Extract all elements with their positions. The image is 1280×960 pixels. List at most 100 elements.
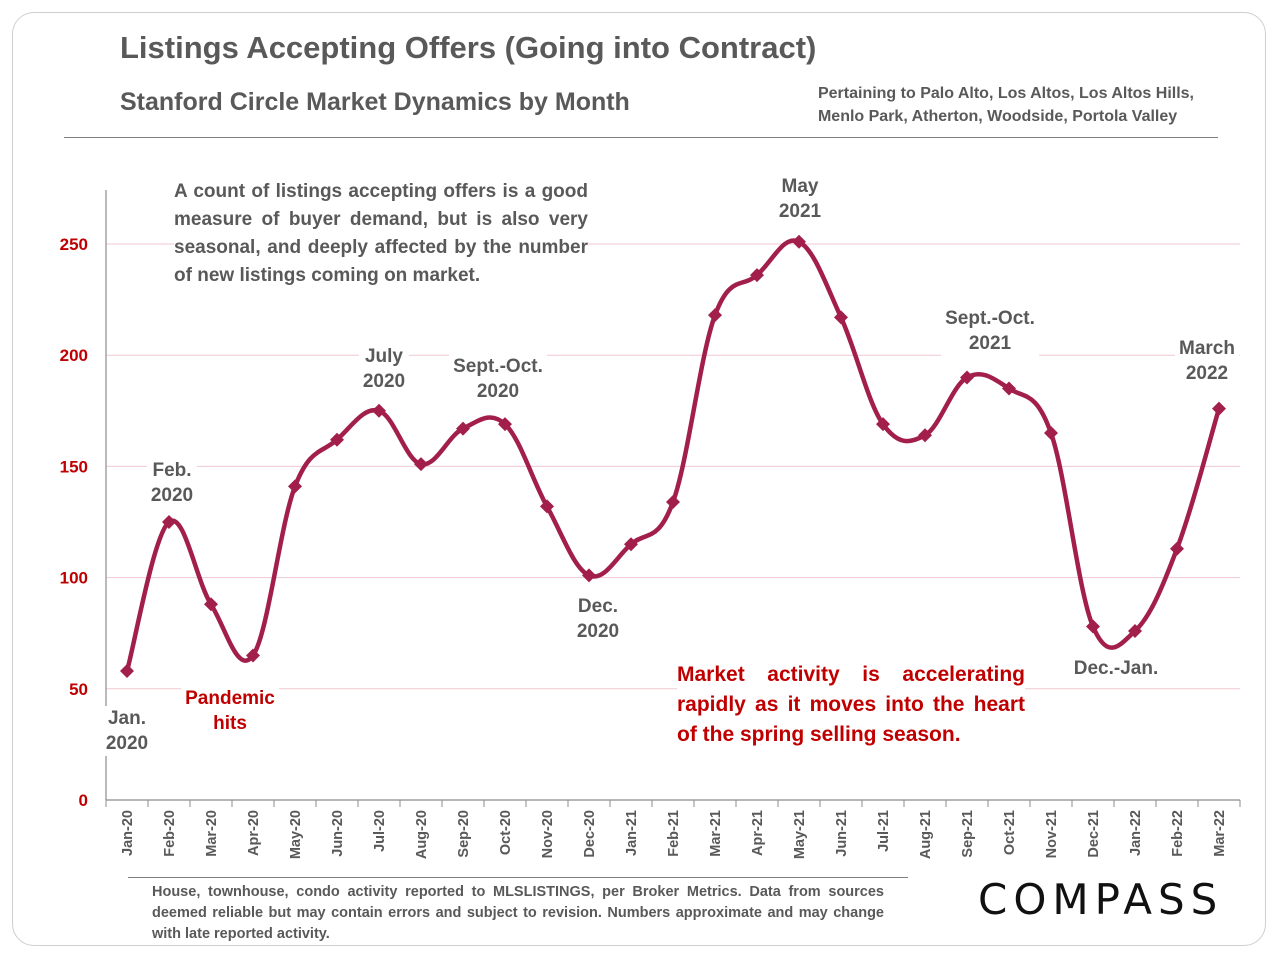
chart-title: Listings Accepting Offers (Going into Co… xyxy=(120,30,817,65)
data-point-Mar-22 xyxy=(1212,401,1226,416)
data-point-Oct-21 xyxy=(1002,381,1016,396)
data-point-Aug-20 xyxy=(414,457,428,472)
compass-logo: COMPASS xyxy=(978,875,1224,924)
data-point-Mar-21 xyxy=(708,308,722,323)
header-divider xyxy=(64,137,1218,138)
data-point-Jul-21 xyxy=(876,417,890,432)
annotation-line-2: 2020 xyxy=(476,381,520,402)
annotation-line-2: 2021 xyxy=(778,201,822,222)
x-tick-label: Feb-22 xyxy=(1170,810,1186,857)
annotation-line-1: March xyxy=(1179,338,1235,359)
x-tick-label: Aug-21 xyxy=(918,810,934,859)
annotation-line-2: 2020 xyxy=(362,371,406,392)
data-point-Sep-20 xyxy=(456,421,470,436)
x-tick-label: Sep-21 xyxy=(960,810,976,858)
market-activity-note: Market activity is accelerating rapidly … xyxy=(677,660,1025,750)
data-point-Feb-20 xyxy=(162,515,176,529)
annotation-label: Dec. 2020 xyxy=(572,594,624,644)
x-tick-label: Aug-20 xyxy=(414,810,430,859)
annotation-line-2: hits xyxy=(213,713,247,734)
data-point-Jan-20 xyxy=(120,664,134,679)
annotation-line-2: 2022 xyxy=(1185,363,1229,384)
data-point-Apr-20 xyxy=(246,648,260,663)
y-tick-label: 250 xyxy=(60,235,88,254)
x-tick-label: Apr-20 xyxy=(246,810,262,856)
x-tick-label: Sep-20 xyxy=(456,810,472,858)
region-line-2: Menlo Park, Atherton, Woodside, Portola … xyxy=(817,108,1178,125)
x-tick-label: Apr-21 xyxy=(750,810,766,856)
data-point-Jun-21 xyxy=(834,310,848,325)
annotation-line-1: July xyxy=(364,346,404,367)
annotation-label: Sept.-Oct. 2021 xyxy=(941,306,1039,356)
annotation-label: Dec.-Jan. xyxy=(1069,656,1163,681)
data-point-May-21 xyxy=(792,234,806,249)
annotation-line-1: Sept.-Oct. xyxy=(945,308,1035,329)
x-tick-label: Oct-20 xyxy=(498,810,514,855)
data-point-Aug-21 xyxy=(918,428,932,443)
x-tick-label: Jan-22 xyxy=(1128,810,1144,856)
annotation-line-2: 2020 xyxy=(105,733,149,754)
annotation-line-1: May xyxy=(781,176,819,197)
x-tick-label: Mar-20 xyxy=(204,810,220,857)
series-line xyxy=(124,238,1222,672)
y-tick-label: 50 xyxy=(69,680,88,699)
annotation-label: May 2021 xyxy=(774,174,826,224)
footer-divider xyxy=(128,877,908,878)
chart-frame xyxy=(12,12,1266,946)
annotation-label: Feb. 2020 xyxy=(146,458,198,508)
x-tick-label: Oct-21 xyxy=(1002,810,1018,855)
x-tick-label: May-20 xyxy=(288,810,304,859)
x-tick-label: Jul-21 xyxy=(876,810,892,852)
source-footnote: House, townhouse, condo activity reporte… xyxy=(152,884,884,942)
x-tick-label: Jun-20 xyxy=(330,810,346,857)
x-tick-label: Jan-21 xyxy=(624,810,640,856)
annotation-label: Sept.-Oct. 2020 xyxy=(449,354,547,404)
data-point-Jan-21 xyxy=(624,537,638,552)
x-tick-label: Feb-21 xyxy=(666,810,682,857)
y-tick-label: 0 xyxy=(79,791,88,810)
x-tick-label: Dec-21 xyxy=(1086,810,1102,858)
x-tick-label: Jul-20 xyxy=(372,810,388,852)
annotation-line-1: Pandemic xyxy=(185,688,275,709)
x-tick-label: Dec-20 xyxy=(582,810,598,858)
data-point-Feb-21 xyxy=(666,494,680,509)
data-point-Dec-21 xyxy=(1086,619,1100,634)
y-tick-label: 200 xyxy=(60,346,88,365)
x-tick-label: May-21 xyxy=(792,810,808,859)
data-point-May-20 xyxy=(288,479,302,494)
data-point-Nov-20 xyxy=(540,499,554,514)
annotation-line-2: 2021 xyxy=(968,333,1012,354)
data-point-Dec-20 xyxy=(582,568,596,583)
x-tick-label: Mar-22 xyxy=(1212,810,1228,857)
annotation-line-1: Dec.-Jan. xyxy=(1073,658,1159,679)
x-tick-label: Jan-20 xyxy=(120,810,136,856)
annotation-line-2: 2020 xyxy=(576,621,620,642)
annotation-line-2: 2020 xyxy=(150,485,194,506)
x-tick-label: Nov-20 xyxy=(540,810,556,858)
chart-subtitle: Stanford Circle Market Dynamics by Month xyxy=(120,88,630,116)
data-point-Sep-21 xyxy=(960,370,974,385)
y-tick-label: 150 xyxy=(60,457,88,476)
annotation-line-1: Dec. xyxy=(577,596,619,617)
data-point-Jul-20 xyxy=(372,403,386,418)
region-line-1: Pertaining to Palo Alto, Los Altos, Los … xyxy=(817,85,1194,102)
annotation-line-1: Feb. xyxy=(152,460,192,481)
data-point-Nov-21 xyxy=(1044,426,1058,441)
annotation-label: Jan. 2020 xyxy=(101,706,153,756)
data-point-Jan-22 xyxy=(1128,623,1142,638)
data-point-Jun-20 xyxy=(330,432,344,447)
x-tick-label: Nov-21 xyxy=(1044,810,1060,858)
annotation-line-1: Sept.-Oct. xyxy=(453,356,543,377)
data-point-Feb-22 xyxy=(1170,541,1184,556)
annotation-line-1: Jan. xyxy=(107,708,147,729)
annotation-label: Pandemic hits xyxy=(181,686,279,736)
explanatory-note: A count of listings accepting offers is … xyxy=(174,178,588,290)
x-tick-label: Mar-21 xyxy=(708,810,724,857)
x-tick-label: Jun-21 xyxy=(834,810,850,857)
x-tick-label: Feb-20 xyxy=(162,810,178,857)
y-tick-label: 100 xyxy=(60,569,88,588)
data-point-Apr-21 xyxy=(750,268,764,283)
data-point-Mar-20 xyxy=(204,597,218,612)
annotation-label: July 2020 xyxy=(358,344,410,394)
